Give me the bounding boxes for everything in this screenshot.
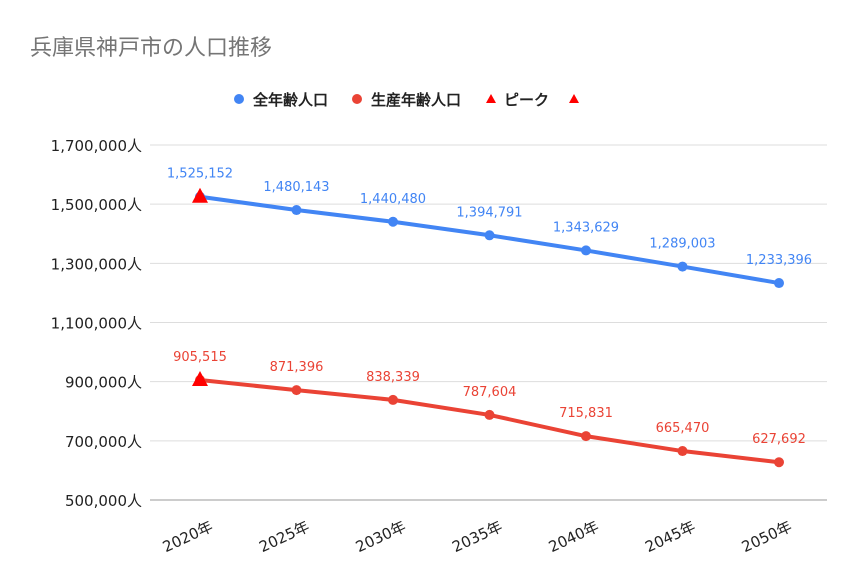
- x-tick-label: 2050年: [739, 517, 795, 556]
- legend-marker: [352, 94, 362, 104]
- data-point: [388, 216, 398, 227]
- y-tick-label: 1,500,000人: [51, 196, 142, 214]
- data-label: 787,604: [463, 385, 517, 400]
- data-label: 1,440,480: [360, 192, 426, 207]
- data-point: [291, 205, 302, 216]
- peak-marker: [192, 187, 208, 203]
- data-label: 715,831: [559, 406, 613, 421]
- legend-label: 生産年齢人口: [371, 91, 461, 109]
- data-label: 871,396: [270, 360, 324, 375]
- y-tick-label: 900,000人: [65, 374, 142, 392]
- data-label: 905,515: [173, 350, 227, 365]
- data-point: [774, 278, 784, 289]
- y-tick-label: 1,100,000人: [51, 315, 142, 333]
- data-label: 1,233,396: [746, 253, 812, 268]
- legend-label: 全年齢人口: [252, 91, 328, 109]
- data-point: [677, 261, 688, 272]
- x-tick-label: 2030年: [353, 517, 409, 556]
- data-label: 1,525,152: [167, 167, 233, 182]
- legend-label: ピーク: [504, 91, 549, 109]
- y-tick-label: 1,300,000人: [51, 255, 142, 273]
- data-point: [677, 446, 688, 457]
- legend-marker: [234, 94, 244, 104]
- data-point: [581, 431, 591, 442]
- data-label: 665,470: [656, 421, 710, 436]
- data-point: [484, 409, 495, 420]
- y-tick-label: 700,000人: [65, 433, 142, 451]
- x-tick-label: 2020年: [160, 517, 216, 556]
- y-tick-label: 500,000人: [65, 492, 142, 510]
- data-point: [484, 230, 495, 241]
- data-point: [291, 385, 302, 396]
- x-tick-label: 2035年: [449, 517, 505, 556]
- data-label: 627,692: [752, 432, 806, 447]
- data-point: [774, 457, 784, 468]
- data-label: 1,394,791: [456, 205, 522, 220]
- data-label: 838,339: [366, 370, 420, 385]
- legend-triangle-marker: [569, 94, 579, 103]
- data-label: 1,343,629: [553, 220, 619, 235]
- data-label: 1,289,003: [649, 237, 715, 252]
- x-tick-label: 2045年: [642, 517, 698, 556]
- data-point: [388, 394, 398, 405]
- data-point: [581, 245, 591, 256]
- chart-title: 兵庫県神戸市の人口推移: [30, 36, 272, 61]
- x-tick-label: 2040年: [546, 517, 602, 556]
- data-label: 1,480,143: [263, 180, 329, 195]
- legend-triangle-marker: [486, 94, 496, 103]
- x-tick-label: 2025年: [256, 517, 312, 556]
- y-tick-label: 1,700,000人: [51, 137, 142, 155]
- peak-marker: [192, 371, 208, 387]
